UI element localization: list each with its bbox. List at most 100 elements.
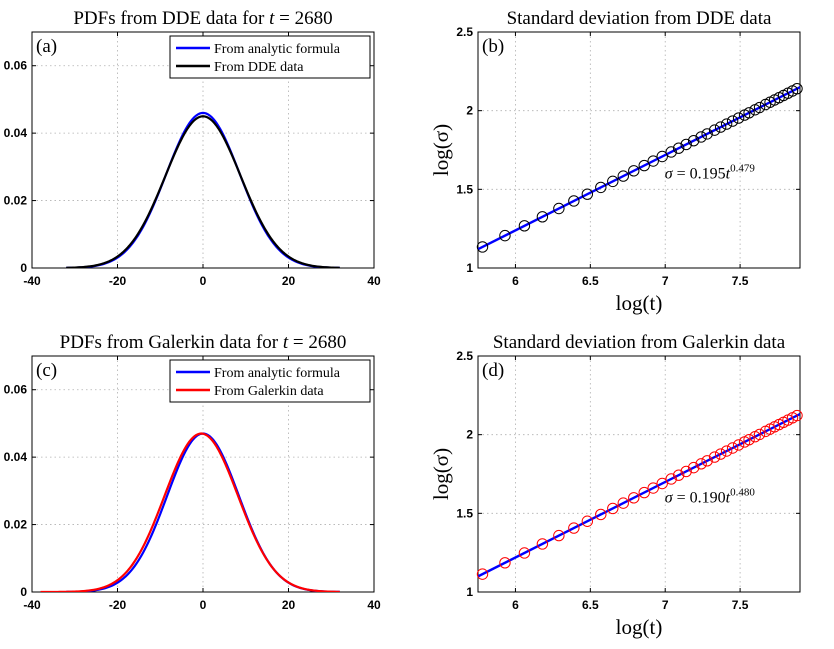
data-point-14 <box>665 146 677 158</box>
data-point-24 <box>732 439 745 451</box>
data-point-1 <box>499 229 511 242</box>
y-tick-label: 1 <box>466 261 473 275</box>
y-axis-label: log(σ) <box>429 124 453 176</box>
y-axis-label: log(σ) <box>429 448 453 500</box>
x-tick-label: 40 <box>367 598 381 612</box>
data-point-19 <box>701 455 713 467</box>
data-point-10 <box>628 165 640 177</box>
panel-label: (d) <box>482 360 504 381</box>
x-axis-label: log(t) <box>616 615 663 639</box>
data-point-36 <box>791 82 803 95</box>
data-point-14 <box>665 473 677 485</box>
data-point-2 <box>518 547 531 559</box>
x-tick-label: 7 <box>662 274 669 288</box>
data-point-11 <box>638 486 650 499</box>
data-point-7 <box>595 181 607 194</box>
panel-b: 6 6.5 7 7.5 1 1.5 2 2.5 Standard deviation from … <box>429 8 803 315</box>
x-axis-label: log(t) <box>616 291 663 315</box>
y-tick-label: 1 <box>466 585 473 599</box>
ann-t: t <box>726 165 731 182</box>
data-point-8 <box>607 175 619 188</box>
series-line-1 <box>40 432 340 592</box>
data-point-19 <box>701 128 713 140</box>
data-point-5 <box>568 195 580 207</box>
data-point-15 <box>672 469 685 481</box>
y-tick-label: 0.02 <box>4 518 28 532</box>
x-tick-label: -20 <box>109 274 127 288</box>
data-point-16 <box>680 138 692 151</box>
x-tick-label: 0 <box>200 598 207 612</box>
axes-frame <box>477 355 801 593</box>
y-tick-label: 0.04 <box>4 126 28 140</box>
data-point-23 <box>726 442 739 454</box>
x-tick-label: 20 <box>282 274 296 288</box>
ann-mid: = 0.195 <box>673 165 726 182</box>
x-tick-label: 6 <box>512 598 519 612</box>
title-var: t <box>283 332 289 353</box>
panel-label: (c) <box>36 360 57 381</box>
y-tick-label: 0.02 <box>4 194 28 208</box>
data-point-11 <box>638 159 650 172</box>
fit-line <box>478 86 800 251</box>
data-point-3 <box>536 211 549 223</box>
fit-line <box>478 412 800 578</box>
data-point-23 <box>726 115 739 127</box>
chart-title: PDFs from DDE data for t = 2680 <box>73 8 332 29</box>
data-point-6 <box>581 515 594 527</box>
ann-sigma: σ <box>665 165 674 182</box>
x-tick-label: 6.5 <box>582 598 599 612</box>
data-point-26 <box>743 433 755 446</box>
data-point-10 <box>628 492 640 504</box>
y-tick-label: 2.5 <box>456 25 473 39</box>
x-tick-label: 7.5 <box>732 274 749 288</box>
fit-annotation: σ = 0.195t0.479 <box>665 162 756 182</box>
panel-d: 6 6.5 7 7.5 1 1.5 2 2.5 Standard deviation from … <box>429 332 803 639</box>
ann-exponent: 0.480 <box>730 486 755 498</box>
data-point-13 <box>656 477 668 490</box>
data-point-8 <box>607 502 619 515</box>
data-point-18 <box>695 458 707 470</box>
data-point-5 <box>568 522 580 534</box>
ann-sigma: σ <box>665 489 674 506</box>
y-tick-label: 0.06 <box>4 59 28 73</box>
legend-entry-0: From analytic formula <box>214 366 341 381</box>
title-var: t <box>269 8 275 29</box>
data-point-12 <box>647 155 659 167</box>
x-tick-label: 0 <box>200 274 207 288</box>
legend-box <box>169 35 371 79</box>
panel-label: (a) <box>36 36 57 57</box>
data-point-1 <box>499 557 511 569</box>
x-tick-label: 20 <box>282 598 296 612</box>
data-point-20 <box>708 451 721 463</box>
legend-entry-0: From analytic formula <box>214 42 341 57</box>
data-point-22 <box>720 118 733 130</box>
chart-title: Standard deviation from DDE data <box>507 8 772 29</box>
data-point-20 <box>708 124 721 136</box>
panel-label: (b) <box>482 36 504 57</box>
x-tick-label: -40 <box>23 274 41 288</box>
ann-t: t <box>726 489 731 506</box>
axes-frame <box>477 31 801 269</box>
y-tick-label: 1.5 <box>456 506 473 520</box>
y-tick-label: 2 <box>466 104 473 118</box>
data-point-15 <box>672 142 685 154</box>
y-tick-label: 1.5 <box>456 182 473 196</box>
data-point-0 <box>476 568 489 580</box>
data-point-36 <box>791 409 803 422</box>
data-point-2 <box>518 220 531 232</box>
ann-mid: = 0.190 <box>673 489 726 506</box>
title-suffix: = 2680 <box>274 8 332 29</box>
y-tick-label: 0.06 <box>4 383 28 397</box>
data-point-6 <box>581 188 594 200</box>
data-point-0 <box>476 241 489 253</box>
x-tick-label: 6 <box>512 274 519 288</box>
x-tick-label: -40 <box>23 598 41 612</box>
title-prefix: PDFs from Galerkin data for <box>60 332 283 353</box>
y-tick-label: 0 <box>20 585 27 599</box>
panel-c: -40 -20 0 20 40 0 0.02 0.04 0.06 PDFs from Galerk… <box>4 332 381 612</box>
data-point-4 <box>553 529 565 542</box>
data-point-21 <box>714 121 727 133</box>
data-point-7 <box>595 508 607 521</box>
data-point-28 <box>753 428 766 441</box>
